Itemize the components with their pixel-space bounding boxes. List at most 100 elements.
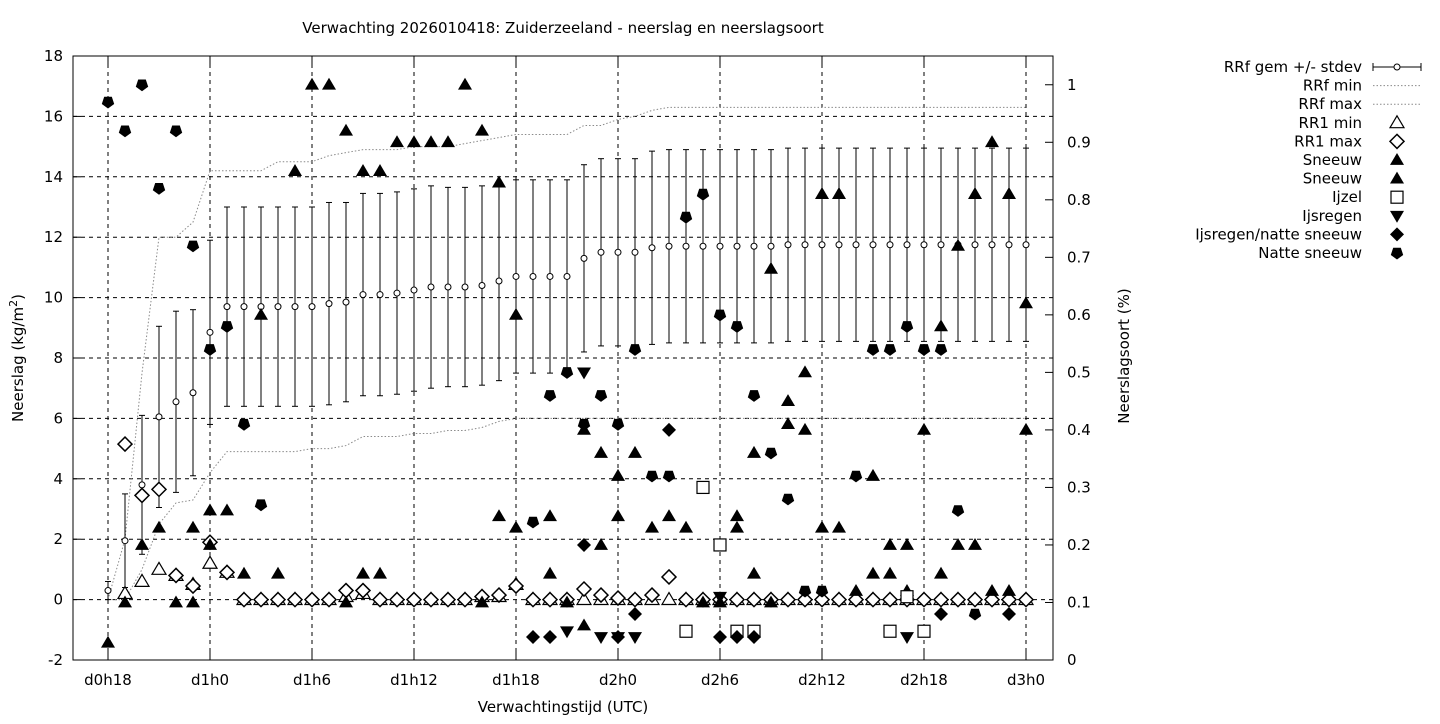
- rr1-max-point: [966, 591, 984, 608]
- sneeuw-point: [203, 503, 217, 516]
- sneeuw-point: [781, 417, 795, 430]
- y2-axis-label: Neerslagsoort (%): [1115, 288, 1133, 423]
- rrf-mean-point: [648, 244, 656, 252]
- rrf-mean-point: [937, 241, 945, 249]
- sneeuw-point: [764, 261, 778, 274]
- x-tick-label: d1h18: [492, 671, 540, 689]
- sneeuw-point: [832, 520, 846, 533]
- sneeuw-point: [169, 595, 183, 608]
- sneeuw-point: [373, 566, 387, 579]
- sneeuw-point: [798, 422, 812, 435]
- x-axis-label: Verwachtingstijd (UTC): [478, 698, 649, 716]
- legend-label: Ijsregen/natte sneeuw: [1195, 225, 1362, 243]
- x-tick-label: d1h6: [293, 671, 331, 689]
- sneeuw-point: [730, 509, 744, 522]
- rrf-mean-point: [597, 248, 605, 256]
- natte-sneeuw-point: [917, 344, 931, 356]
- rr1-max-point: [779, 591, 797, 608]
- sneeuw-point: [611, 468, 625, 481]
- rrf-mean-point: [580, 254, 588, 262]
- y-tick-label: 2: [53, 530, 63, 548]
- sneeuw-point: [390, 135, 404, 148]
- legend-label: RRf min: [1303, 77, 1362, 95]
- natte-sneeuw-point: [781, 493, 795, 506]
- ijsregen-natte-sneeuw-point: [1002, 606, 1016, 621]
- sneeuw-point: [1019, 296, 1033, 309]
- rr1-max-point: [269, 591, 287, 608]
- sneeuw-point: [883, 537, 897, 550]
- rrf-mean-point: [886, 241, 894, 249]
- sneeuw-point: [883, 566, 897, 579]
- ijzel-point: [696, 480, 710, 495]
- legend-marker: [1390, 210, 1404, 223]
- natte-sneeuw-point: [679, 211, 693, 224]
- rr1-max-point: [575, 580, 593, 598]
- rrf-mean-point: [172, 398, 180, 406]
- ijsregen-natte-sneeuw-point: [628, 606, 642, 621]
- legend-label: RRf gem +/- stdev: [1224, 58, 1362, 76]
- sneeuw-point: [305, 77, 319, 90]
- rr1-max-point: [983, 591, 1001, 608]
- rrf-mean-point: [189, 389, 197, 397]
- rr1-max-point: [592, 587, 610, 604]
- x-tick-label: d2h18: [900, 671, 948, 689]
- rrf-mean-point: [529, 272, 537, 280]
- sneeuw-point: [135, 537, 149, 550]
- rr1-max-point: [796, 591, 814, 608]
- sneeuw-point: [101, 635, 115, 648]
- y2-tick-label: 0.6: [1067, 306, 1091, 324]
- natte-sneeuw-point: [713, 309, 727, 322]
- sneeuw-point: [900, 537, 914, 550]
- sneeuw-point: [866, 566, 880, 579]
- rrf-mean-point: [325, 300, 333, 308]
- natte-sneeuw-point: [186, 240, 200, 253]
- rrf-mean-point: [155, 413, 163, 421]
- rr1-max-point: [116, 436, 134, 453]
- natte-sneeuw-point: [696, 188, 710, 201]
- natte-sneeuw-point: [730, 321, 744, 333]
- sneeuw-point: [577, 618, 591, 631]
- sneeuw-point: [985, 583, 999, 596]
- natte-sneeuw-point: [849, 470, 863, 483]
- ijzel-point: [917, 624, 931, 638]
- rrf-mean-point: [971, 241, 979, 249]
- legend-swatch: [1390, 171, 1404, 184]
- rr1-max-point: [847, 591, 865, 608]
- rr1-max-point: [677, 591, 695, 608]
- sneeuw-point: [645, 520, 659, 533]
- ijsregen-natte-sneeuw-point: [713, 629, 727, 644]
- rr1-max-point: [252, 591, 270, 608]
- natte-sneeuw-point: [934, 344, 948, 356]
- rr1-max-point: [133, 487, 151, 504]
- natte-sneeuw-point: [747, 390, 761, 402]
- rrf-mean-point: [699, 242, 707, 250]
- rrf-mean-point: [104, 587, 112, 595]
- ijsregen-point: [577, 367, 591, 380]
- ijsregen-point: [594, 632, 608, 644]
- rr1-max-point: [150, 481, 168, 498]
- natte-sneeuw-point: [662, 470, 676, 483]
- y-axis-label-exponent: 2: [7, 300, 20, 307]
- natte-sneeuw-point: [560, 367, 574, 379]
- ijsregen-natte-sneeuw-point: [526, 629, 540, 644]
- rrf-mean-point: [410, 286, 418, 294]
- rr1-max-point: [915, 591, 933, 608]
- rr1-min-point: [201, 555, 219, 569]
- y-tick-label: 14: [44, 168, 63, 186]
- rr1-max-point: [541, 591, 559, 608]
- legend-label: Natte sneeuw: [1258, 244, 1362, 262]
- y-tick-label: 4: [53, 470, 63, 488]
- rr1-max-point: [745, 591, 763, 608]
- y2-tick-label: 0.2: [1067, 536, 1091, 554]
- rr1-max-point: [218, 564, 236, 581]
- sneeuw-point: [560, 595, 574, 608]
- y2-tick-label: 0.3: [1067, 478, 1091, 496]
- rrf-mean-point: [393, 289, 401, 297]
- x-tick-label: d3h0: [1007, 671, 1045, 689]
- rr1-max-point: [354, 582, 372, 599]
- rr1-max-point: [388, 591, 406, 608]
- rrf-mean-point: [869, 241, 877, 249]
- natte-sneeuw-point: [135, 79, 149, 92]
- natte-sneeuw-point: [237, 418, 251, 431]
